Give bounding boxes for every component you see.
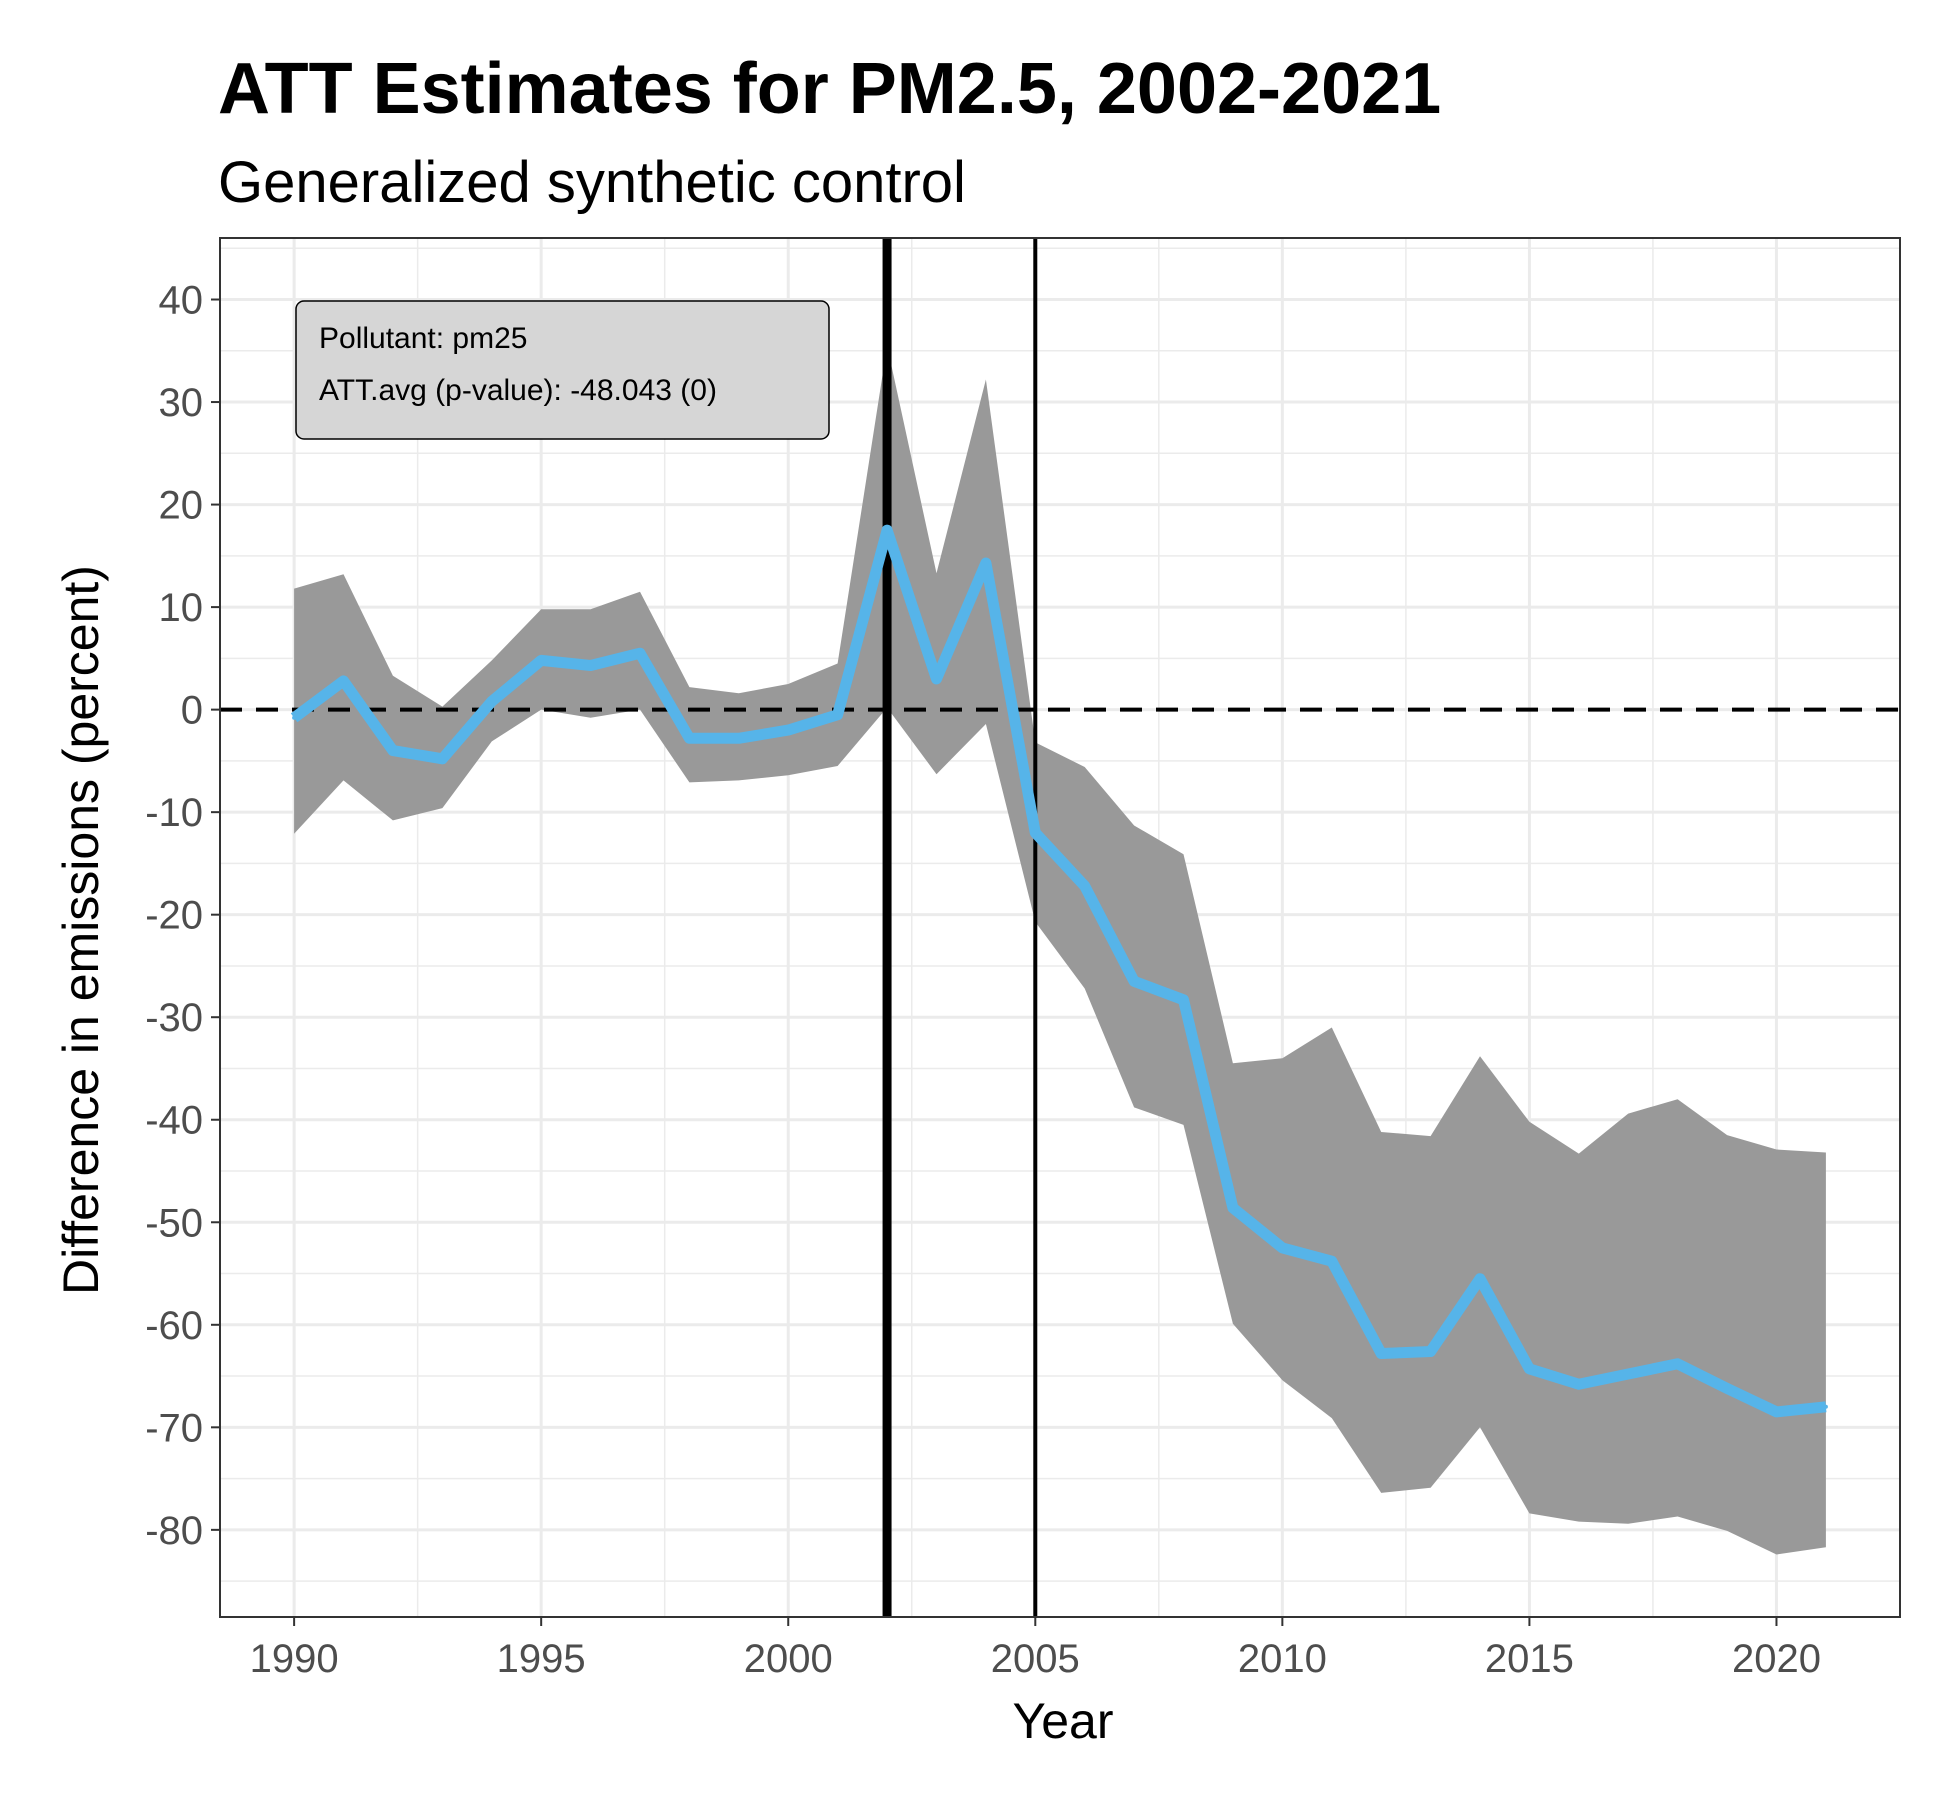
att-point-2017 xyxy=(1626,1372,1631,1376)
att-point-2012 xyxy=(1379,1351,1384,1356)
x-tick-label: 2020 xyxy=(1732,1637,1821,1681)
att-point-2018 xyxy=(1675,1361,1680,1366)
att-point-2013 xyxy=(1428,1349,1433,1354)
y-axis: 40 30 20 10 0 -10 -20 -30 -40 -50 -60 -70 -80 xyxy=(145,279,220,1553)
y-tick-label: 30 xyxy=(159,381,204,425)
att-point-2011 xyxy=(1329,1259,1334,1264)
y-tick-label: -50 xyxy=(145,1201,203,1245)
att-point-2015 xyxy=(1527,1366,1532,1371)
att-point-1995 xyxy=(539,658,544,663)
att-point-1999 xyxy=(736,736,741,741)
att-point-2003 xyxy=(934,676,939,681)
x-tick-label: 1995 xyxy=(497,1637,586,1681)
annotation-pollutant: Pollutant: pm25 xyxy=(319,322,527,355)
att-point-2008 xyxy=(1181,997,1186,1002)
x-tick-label: 1990 xyxy=(250,1637,339,1681)
y-tick-label: -30 xyxy=(145,996,203,1040)
reference-lines xyxy=(220,238,1900,1617)
chart-title: ATT Estimates for PM2.5, 2002-2021 xyxy=(218,49,1441,129)
att-point-1997 xyxy=(638,651,642,656)
x-tick-label: 2000 xyxy=(744,1637,833,1681)
y-axis-title: Difference in emissions (percent) xyxy=(53,565,109,1295)
x-tick-label: 2015 xyxy=(1485,1637,1574,1681)
att-point-2021 xyxy=(1823,1404,1828,1409)
panel-border xyxy=(219,237,1901,1618)
confidence-band xyxy=(294,345,1826,1555)
att-point-1998 xyxy=(687,736,692,741)
chart-subtitle: Generalized synthetic control xyxy=(218,150,966,215)
y-tick-label: -70 xyxy=(145,1406,203,1450)
att-point-2014 xyxy=(1478,1276,1482,1281)
annotation-background xyxy=(295,300,830,440)
y-tick-label: -80 xyxy=(145,1509,203,1553)
att-point-2010 xyxy=(1280,1245,1285,1250)
confidence-band-layer xyxy=(294,345,1826,1555)
att-point-2007 xyxy=(1132,979,1137,984)
att-point-2000 xyxy=(786,728,791,733)
att-point-2005 xyxy=(1033,830,1038,835)
y-tick-label: -40 xyxy=(145,1099,203,1143)
x-tick-label: 2005 xyxy=(991,1637,1080,1681)
y-tick-label: -60 xyxy=(145,1304,203,1348)
att-point-2019 xyxy=(1725,1386,1730,1391)
att-point-2002 xyxy=(885,528,890,533)
att-point-2020 xyxy=(1774,1409,1779,1414)
att-point-2006 xyxy=(1082,884,1087,888)
annotation-box: Pollutant: pm25 ATT.avg (p-value): -48.0… xyxy=(295,300,830,440)
att-point-2001 xyxy=(835,712,840,717)
att-point-1994 xyxy=(489,699,494,704)
y-tick-label: 40 xyxy=(159,279,204,323)
y-tick-label: 20 xyxy=(159,484,204,528)
y-tick-label: 10 xyxy=(159,586,204,630)
att-point-1992 xyxy=(390,748,395,753)
annotation-att-avg: ATT.avg (p-value): -48.043 (0) xyxy=(319,374,717,407)
panel-frame xyxy=(219,237,1901,1618)
att-point-1996 xyxy=(588,663,593,668)
att-point-1991 xyxy=(341,678,346,683)
att-point-2009 xyxy=(1230,1205,1235,1210)
att-series-line xyxy=(290,524,1827,1418)
att-point-2004 xyxy=(983,561,988,565)
y-tick-label: -10 xyxy=(145,791,203,835)
x-axis-title: Year xyxy=(1012,1693,1113,1749)
y-tick-label: 0 xyxy=(181,689,203,733)
series-line-layer xyxy=(290,524,1828,1418)
att-point-2016 xyxy=(1576,1382,1581,1387)
y-tick-label: -20 xyxy=(145,894,203,938)
att-point-1990 xyxy=(292,715,297,720)
att-point-1993 xyxy=(440,756,445,761)
x-tick-label: 2010 xyxy=(1238,1637,1327,1681)
x-axis: 1990 1995 2000 2005 2010 2015 2020 xyxy=(250,1617,1821,1681)
